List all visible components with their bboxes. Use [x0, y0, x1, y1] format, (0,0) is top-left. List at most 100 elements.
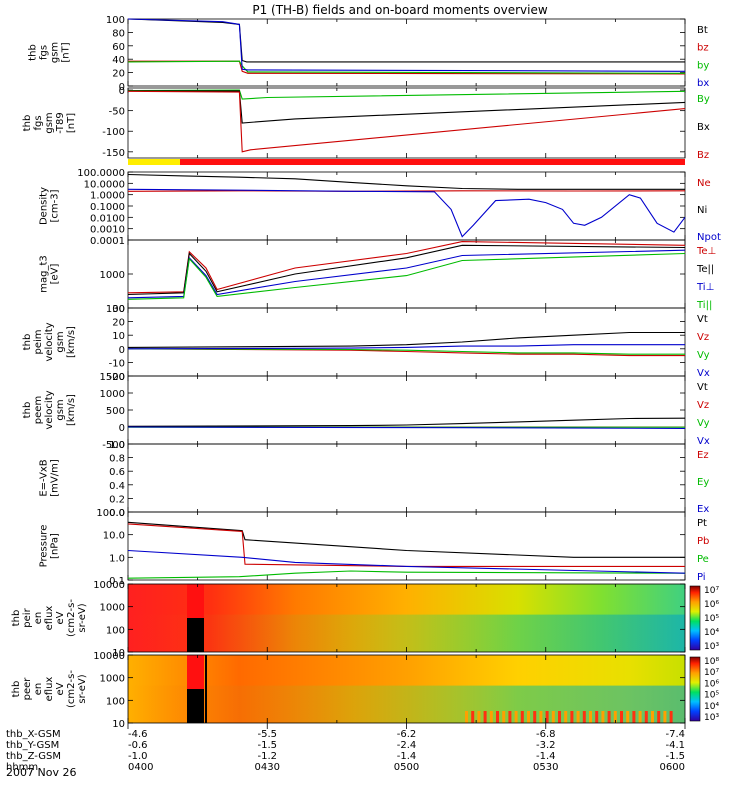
colorbar-tick-label: 10³ [704, 642, 719, 652]
ytick-label: -10 [109, 358, 125, 369]
ylabel-line: gsm [55, 331, 66, 352]
ylabel-line: en [33, 683, 44, 696]
spike-band-5 [496, 711, 499, 723]
orbit-value: -6.8 [536, 729, 556, 740]
legend-peim-gsm-Vx: Vx [697, 368, 710, 379]
spike-band-11 [533, 711, 537, 723]
legend-pressure-Pe: Pe [697, 554, 709, 565]
spike-band-16 [564, 711, 568, 723]
legend-mom-temp-Te||: Te|| [696, 264, 714, 275]
spike-band-8 [514, 711, 518, 723]
ytick-label: 0.8 [109, 454, 125, 465]
colorbar-peer-spec [689, 656, 701, 722]
ytick-label: -150 [102, 148, 125, 159]
ylabel-line: en [33, 612, 44, 625]
legend-efield-Ez: Ez [697, 450, 709, 461]
ylabel-line: fgs [39, 45, 50, 60]
orbit-value: 0600 [660, 762, 685, 773]
ytick-label: 10 [112, 648, 125, 659]
frame-fgs-sm [127, 87, 686, 159]
colorbar-tick-label: 10⁶ [704, 600, 719, 610]
ytick-label: 1500 [100, 372, 125, 383]
ylabel-line: E=-VxB [39, 459, 50, 496]
data-gap-peir-spec [187, 618, 204, 652]
series-pressure-Pi [127, 549, 686, 574]
ylabel-line: [nPa] [50, 533, 61, 559]
series-mom-temp-Ti|| [127, 252, 686, 300]
spike-band-22 [601, 711, 605, 723]
spike-band-4 [489, 711, 493, 723]
ylabel-line: fgs [33, 115, 44, 130]
orbit-value: -1.2 [257, 751, 277, 762]
orbit-value: -1.4 [397, 751, 417, 762]
ylabel-line: gsm [44, 112, 55, 133]
series-pressure-Pe [127, 570, 686, 579]
mode-bar-fast [180, 159, 685, 165]
ylabel-line: peem [33, 396, 44, 424]
date-label: 2007 Nov 26 [6, 766, 76, 779]
colorbar-tick-label: 10⁷ [704, 668, 719, 678]
ylabel-line: [km/s] [66, 394, 77, 426]
series-pressure-Pb [127, 523, 685, 567]
ytick-label: 1000 [100, 389, 125, 400]
ytick-label: -20 [109, 372, 125, 383]
gap-line [205, 655, 207, 723]
ytick-label: 60 [112, 42, 125, 53]
spike-band-20 [589, 711, 592, 723]
ylabel-line: peer [22, 677, 33, 701]
legend-fgs-gsm-Bt: Bt [697, 25, 708, 36]
panel-efield: 1.0 0.8 0.6 0.4 0.2 0.0 E=-VxB [mV/m] Ez Ey Ex [39, 440, 710, 519]
burst-peer-spec [187, 655, 204, 689]
ylabel-line: peim [33, 329, 44, 354]
orbit-value: -4.1 [665, 740, 685, 751]
ylabel-line: thb [22, 334, 33, 351]
ylabel-line: Pressure [39, 525, 50, 568]
orbit-value: -1.5 [665, 751, 685, 762]
ylabel-line: (cm2-s- [66, 670, 77, 708]
ytick-label: 20 [112, 318, 125, 329]
ytick-label: 0.0 [109, 508, 125, 519]
chart-title: P1 (TH-B) fields and on-board moments ov… [252, 3, 548, 17]
ytick-label: 10 [112, 331, 125, 342]
orbit-value: -4.6 [128, 729, 148, 740]
series-peim-gsm-Vz [127, 348, 685, 357]
ytick-label: 1.0 [109, 440, 125, 451]
ytick-label: 0.1 [109, 576, 125, 587]
ylabel-line: eflux [44, 606, 55, 631]
spike-band-17 [570, 711, 574, 723]
ytick-label: 0 [119, 423, 125, 434]
colorbar-tick-label: 10⁸ [704, 657, 719, 667]
ytick-label: 0.6 [109, 467, 125, 478]
series-fgs-gsm-Bt [127, 18, 685, 63]
orbit-value: 0400 [128, 762, 153, 773]
spike-band-9 [520, 711, 524, 723]
orbit-label-1: thb_Y-GSM [6, 740, 59, 751]
spike-band-25 [620, 711, 623, 723]
orbit-value: -0.6 [128, 740, 148, 751]
legend-density-Npot: Npot [697, 232, 721, 243]
ylabel-line: [nT] [66, 113, 77, 133]
burst-peir-spec [187, 584, 204, 618]
legend-pressure-Pt: Pt [697, 518, 707, 529]
series-peem-gsm-Vt [127, 417, 686, 427]
ylabel-line: [cm-3] [50, 189, 61, 222]
ylabel-line: thb [11, 681, 22, 698]
ytick-label: 0.0010 [90, 225, 125, 236]
ylabel-line: velocity [44, 322, 55, 361]
spike-band-6 [502, 711, 506, 723]
ylabel-line: eflux [44, 677, 55, 702]
legend-mom-temp-Ti||: Ti|| [696, 300, 712, 311]
series-density-Ne [127, 190, 686, 192]
ytick-label: 100.0 [96, 508, 125, 519]
orbit-value: -7.4 [665, 729, 685, 740]
series-mom-temp-Te|| [127, 244, 686, 296]
ylabel-line: peir [22, 607, 33, 627]
ytick-label: 500 [106, 406, 125, 417]
series-peim-gsm-Vt [127, 331, 685, 348]
legend-pressure-Pi: Pi [697, 572, 706, 583]
ytick-label: 10 [112, 719, 125, 730]
ytick-label: 100 [106, 15, 125, 26]
